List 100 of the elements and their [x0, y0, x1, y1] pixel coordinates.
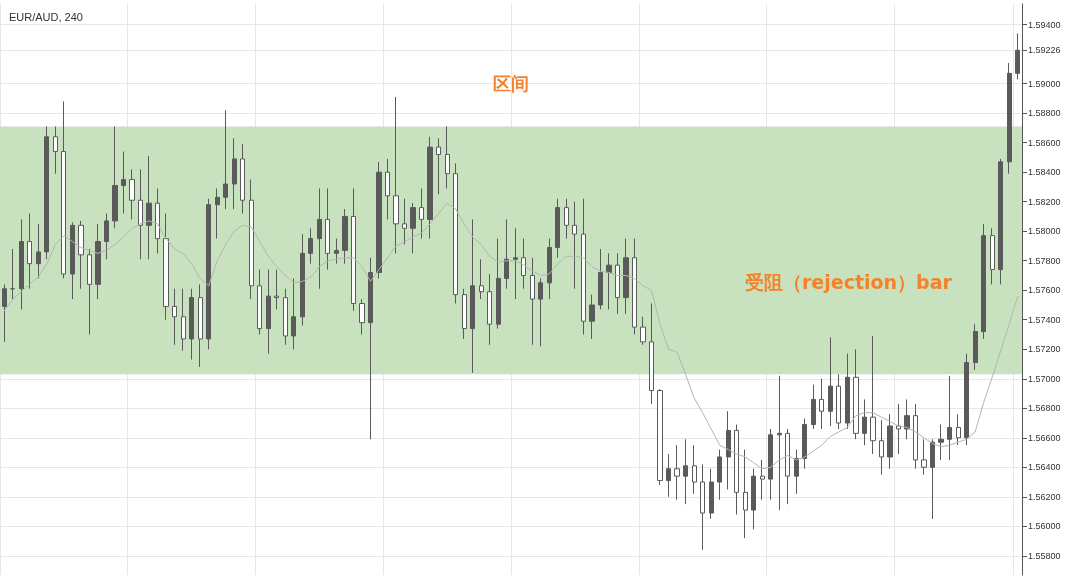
candlestick: [956, 413, 961, 446]
candlestick: [257, 269, 262, 335]
y-tick-label: 1.57200: [1028, 344, 1061, 355]
y-tick-label: 1.58400: [1028, 167, 1061, 178]
candlestick: [44, 125, 49, 260]
y-tick-label: 1.57600: [1028, 285, 1061, 296]
candlestick: [521, 238, 526, 290]
candlestick: [138, 168, 143, 260]
candlestick: [640, 316, 646, 346]
candlestick: [802, 418, 807, 470]
candlestick: [692, 444, 697, 495]
candlestick: [734, 424, 739, 516]
candlestick: [189, 288, 194, 361]
y-tick-label: 1.58800: [1028, 108, 1061, 119]
candlestick: [215, 187, 220, 240]
candlestick: [819, 378, 824, 430]
candlestick: [947, 375, 952, 461]
y-tick-label: 1.56400: [1028, 462, 1061, 473]
y-tick-label: 1.58000: [1028, 226, 1061, 237]
y-tick-label: 1.57000: [1028, 373, 1061, 384]
candlestick: [53, 125, 58, 175]
candlestick: [206, 198, 211, 350]
y-tick-label: 1.55800: [1028, 550, 1061, 561]
candlestick: [325, 187, 330, 271]
candlestick: [402, 198, 407, 245]
candlestick: [623, 238, 629, 315]
candlestick: [811, 384, 816, 430]
candlestick: [359, 298, 365, 335]
candlestick: [938, 424, 944, 461]
candlestick: [530, 257, 535, 346]
candlestick: [61, 100, 66, 279]
y-tick-label: 1.57400: [1028, 314, 1061, 325]
candlestick: [649, 303, 654, 405]
candlestick: [700, 463, 705, 551]
candlestick: [181, 288, 186, 352]
y-tick-label: 1.59400: [1028, 19, 1061, 30]
candlestick: [479, 258, 484, 300]
candlestick: [1007, 62, 1012, 175]
candlestick: [462, 288, 467, 340]
candlestick: [538, 277, 543, 347]
candlestick: [445, 125, 450, 189]
candlestick: [598, 248, 603, 310]
candlestick: [223, 109, 228, 210]
candlestick: [768, 428, 773, 501]
candlestick: [743, 449, 748, 539]
candlestick: [921, 438, 927, 476]
candlestick: [334, 238, 339, 265]
candlestick: [368, 257, 373, 440]
candlestick: [657, 388, 663, 486]
candlestick: [240, 143, 245, 215]
candlestick: [581, 198, 586, 335]
candlestick: [760, 459, 765, 501]
y-tick-label: 1.57800: [1028, 255, 1061, 266]
candlestick: [998, 158, 1003, 285]
candlestick: [896, 403, 901, 455]
candlestick: [376, 161, 382, 279]
candlestick: [198, 283, 203, 368]
y-tick-label: 1.56600: [1028, 432, 1061, 443]
y-tick-label: 1.56000: [1028, 521, 1061, 532]
candlestick: [572, 201, 577, 290]
candlestick: [419, 187, 424, 240]
y-tick-label: 1.59226: [1028, 45, 1061, 56]
candlestick: [828, 336, 833, 427]
candlestick: [751, 468, 756, 530]
candlestick: [172, 288, 177, 346]
candlestick: [2, 283, 7, 343]
candlestick: [427, 136, 433, 240]
candlestick: [606, 252, 612, 310]
candlestick: [232, 137, 237, 210]
candlestick: [453, 162, 458, 305]
annotation: 受阻（rejection）bar: [745, 270, 953, 293]
candlestick: [393, 96, 399, 254]
candlestick: [27, 213, 32, 290]
candlestick: [589, 294, 595, 340]
candlestick: [146, 155, 152, 260]
candlestick: [342, 208, 348, 265]
candlestick: [487, 273, 492, 346]
candlestick: [674, 444, 680, 501]
candlestick: [726, 410, 731, 490]
candlestick: [351, 187, 356, 312]
candlestick: [317, 187, 322, 290]
candlestick: [964, 353, 969, 446]
text: EUR/AUD, 240: [9, 10, 83, 23]
candlestick: [10, 248, 15, 300]
candlestick: [632, 238, 637, 335]
candlestick: [436, 137, 441, 195]
candlestick: [555, 198, 560, 259]
candlestick: [853, 348, 859, 440]
candlestick: [990, 227, 995, 285]
candlestick: [973, 323, 978, 371]
y-tick-label: 1.58600: [1028, 137, 1061, 148]
candlestick: [709, 468, 714, 520]
candlestick: [564, 198, 569, 240]
candlestick: [155, 187, 160, 254]
candlestick: [112, 125, 118, 229]
candlestick: [266, 269, 271, 355]
candlestick: [104, 213, 109, 260]
candlestick: [615, 252, 620, 315]
candlestick: [283, 288, 288, 346]
line-series: [3, 202, 1019, 470]
